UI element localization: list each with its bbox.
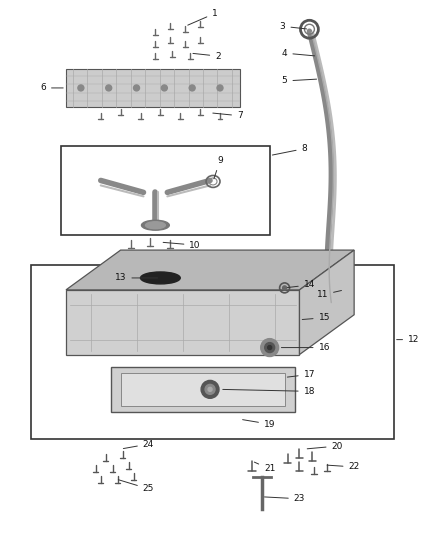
- Text: 21: 21: [254, 462, 276, 473]
- Circle shape: [78, 85, 84, 91]
- Text: 19: 19: [243, 419, 276, 429]
- Ellipse shape: [145, 222, 165, 229]
- Circle shape: [268, 345, 272, 350]
- Circle shape: [134, 85, 140, 91]
- Text: 8: 8: [272, 144, 307, 155]
- Circle shape: [106, 85, 112, 91]
- Ellipse shape: [141, 272, 180, 284]
- Text: 11: 11: [317, 290, 342, 300]
- Bar: [111, 367, 294, 412]
- Text: 1: 1: [188, 9, 218, 25]
- Text: 23: 23: [265, 494, 305, 503]
- Text: 6: 6: [40, 84, 63, 92]
- Bar: [61, 146, 270, 235]
- Ellipse shape: [141, 220, 170, 230]
- Circle shape: [205, 384, 215, 394]
- Text: 9: 9: [214, 156, 223, 179]
- Text: 10: 10: [163, 240, 201, 249]
- Circle shape: [261, 338, 279, 357]
- Text: 5: 5: [282, 76, 317, 85]
- Text: 16: 16: [281, 343, 330, 352]
- Text: 25: 25: [118, 480, 154, 494]
- Text: 14: 14: [287, 280, 315, 289]
- Text: 22: 22: [327, 463, 360, 472]
- Bar: [31, 265, 394, 439]
- Text: 24: 24: [124, 440, 154, 449]
- Bar: [120, 374, 285, 406]
- Circle shape: [217, 85, 223, 91]
- Circle shape: [161, 85, 167, 91]
- Polygon shape: [66, 250, 354, 290]
- Text: 4: 4: [282, 49, 314, 58]
- Text: 18: 18: [223, 387, 315, 396]
- Polygon shape: [66, 290, 300, 354]
- Circle shape: [201, 381, 219, 398]
- Text: 13: 13: [115, 273, 158, 282]
- Text: 17: 17: [287, 370, 315, 379]
- Text: 20: 20: [307, 441, 343, 450]
- Circle shape: [208, 387, 212, 391]
- Text: 15: 15: [302, 313, 330, 322]
- Text: 12: 12: [397, 335, 420, 344]
- Circle shape: [189, 85, 195, 91]
- Bar: [66, 69, 240, 107]
- Polygon shape: [300, 250, 354, 354]
- Text: 3: 3: [280, 22, 307, 31]
- Circle shape: [265, 343, 275, 352]
- Circle shape: [283, 286, 286, 290]
- Text: 2: 2: [193, 52, 221, 61]
- Text: 7: 7: [213, 111, 243, 120]
